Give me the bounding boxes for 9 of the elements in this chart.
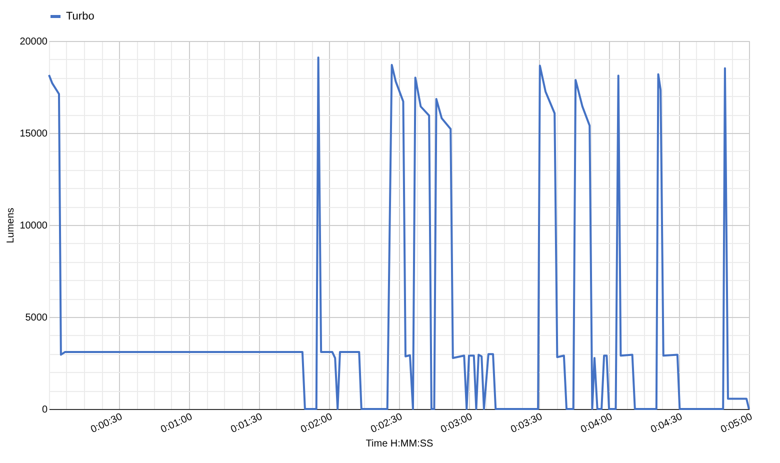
y-tick-label: 0 xyxy=(42,404,48,416)
y-tick-label: 5000 xyxy=(25,312,48,324)
y-tick-label: 15000 xyxy=(20,128,48,140)
line-series xyxy=(48,56,750,410)
legend-label: Turbo xyxy=(66,10,94,22)
y-tick-label: 20000 xyxy=(20,36,48,48)
x-axis-title: Time H:MM:SS xyxy=(366,438,434,450)
y-axis-title: Lumens xyxy=(6,208,17,244)
y-tick-label: 10000 xyxy=(20,220,48,232)
